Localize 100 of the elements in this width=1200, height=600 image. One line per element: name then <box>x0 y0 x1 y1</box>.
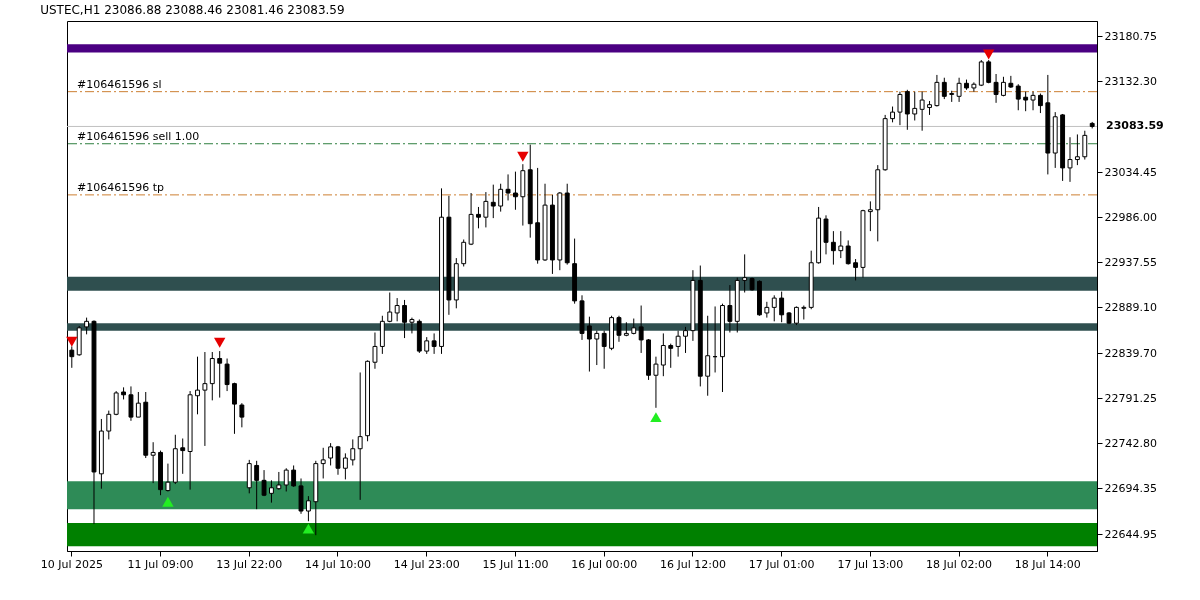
candlestick <box>128 385 134 422</box>
candlestick <box>135 391 141 418</box>
point <box>302 523 315 534</box>
candlestick <box>853 258 859 281</box>
candlestick <box>1082 130 1088 161</box>
candlestick <box>838 230 844 259</box>
candlestick <box>779 291 785 323</box>
candlestick <box>291 464 297 488</box>
y-tick-label: 22694.35 <box>1104 481 1157 495</box>
candlestick <box>793 305 799 326</box>
candlestick <box>342 452 348 480</box>
candlestick <box>513 171 518 211</box>
x-tick-label: 17 Jul 01:00 <box>748 557 815 571</box>
candlestick <box>742 253 748 294</box>
candlestick <box>431 332 437 355</box>
candlestick <box>483 191 489 228</box>
candlestick <box>165 463 171 492</box>
candlestick <box>1015 83 1021 111</box>
y-tick-label: 22791.25 <box>1104 391 1157 405</box>
candlestick <box>1030 91 1036 111</box>
candlestick <box>195 356 200 415</box>
candlestick <box>106 410 112 440</box>
candlestick <box>638 305 644 354</box>
candlestick <box>830 230 836 266</box>
candlestick <box>919 91 925 132</box>
candlestick <box>1023 91 1029 112</box>
candlestick <box>971 81 977 93</box>
candlestick <box>305 495 311 522</box>
candlestick <box>823 214 829 255</box>
candlestick <box>335 445 341 476</box>
x-tick-label: 18 Jul 14:00 <box>1014 557 1081 571</box>
x-tick-label: 10 Jul 2025 <box>40 557 103 571</box>
candlestick <box>904 89 910 131</box>
candlestick <box>254 460 260 510</box>
candlestick <box>402 299 407 339</box>
candlestick <box>490 184 496 219</box>
candlestick <box>202 351 208 447</box>
candlestick <box>705 315 711 397</box>
candlestick <box>993 73 999 104</box>
candlestick <box>261 469 267 497</box>
candlestick <box>476 206 481 229</box>
candlestick <box>978 59 984 87</box>
candlestick <box>912 91 918 121</box>
chart-title: USTEC,H1 23086.88 23088.46 23081.46 23083.59 <box>40 3 345 17</box>
y-tick-label: 22742.80 <box>1104 436 1157 450</box>
candlestick <box>668 343 674 369</box>
y-tick-label: 22889.10 <box>1104 300 1157 314</box>
candlestick <box>675 330 681 358</box>
candlestick <box>1008 75 1014 89</box>
x-tick-label: 14 Jul 23:00 <box>393 557 460 571</box>
x-tick-label: 18 Jul 02:00 <box>926 557 993 571</box>
candlestick <box>1074 133 1080 166</box>
candlestick <box>586 316 592 373</box>
ref-line-label: #106461596 sl <box>77 77 162 91</box>
point <box>517 151 529 162</box>
x-tick-label: 11 Jul 09:00 <box>127 557 194 571</box>
candlestick <box>601 330 607 370</box>
x-tick-label: 15 Jul 11:00 <box>482 557 549 571</box>
y-tick-label: 22937.55 <box>1104 255 1157 269</box>
candlestick <box>498 183 504 213</box>
candlestick <box>934 74 940 108</box>
candlestick <box>941 77 947 100</box>
ref-line-label: #106461596 tp <box>77 180 165 194</box>
point <box>66 336 78 347</box>
candlestick <box>505 173 511 201</box>
x-tick-label: 16 Jul 12:00 <box>659 557 726 571</box>
candlestick <box>350 438 356 466</box>
x-tick-label: 17 Jul 13:00 <box>837 557 904 571</box>
candlestick <box>224 358 230 392</box>
y-tick-label: 23180.75 <box>1104 29 1157 43</box>
candlestick <box>845 239 851 266</box>
candlestick <box>594 330 600 366</box>
point <box>650 412 662 423</box>
candlestick <box>867 200 873 232</box>
candlestick <box>394 297 400 322</box>
ref-line-label: #106461596 sell 1.00 <box>77 129 200 143</box>
candlestick <box>232 382 237 435</box>
candlestick <box>113 390 119 416</box>
candlestick <box>897 91 903 126</box>
candlestick <box>328 442 334 466</box>
candlestick <box>180 437 186 475</box>
candlestick <box>1067 136 1073 183</box>
candlestick <box>372 331 378 370</box>
y-tick-label: 23034.45 <box>1104 165 1157 179</box>
candlestick <box>150 441 156 484</box>
x-tick-label: 16 Jul 00:00 <box>571 557 638 571</box>
candlestick <box>357 371 363 501</box>
candlestick <box>616 315 622 343</box>
candlestick <box>956 77 962 103</box>
candlestick <box>1037 93 1043 114</box>
candlestick <box>409 317 415 334</box>
candlestick <box>764 301 770 319</box>
point <box>162 496 174 507</box>
point <box>213 337 226 348</box>
candlestick <box>217 350 223 399</box>
x-tick-label: 14 Jul 10:00 <box>305 557 371 571</box>
candlestick <box>239 402 245 428</box>
candlestick <box>660 332 666 377</box>
candlestick <box>269 479 274 504</box>
y-tick-label: 22839.70 <box>1104 346 1157 360</box>
